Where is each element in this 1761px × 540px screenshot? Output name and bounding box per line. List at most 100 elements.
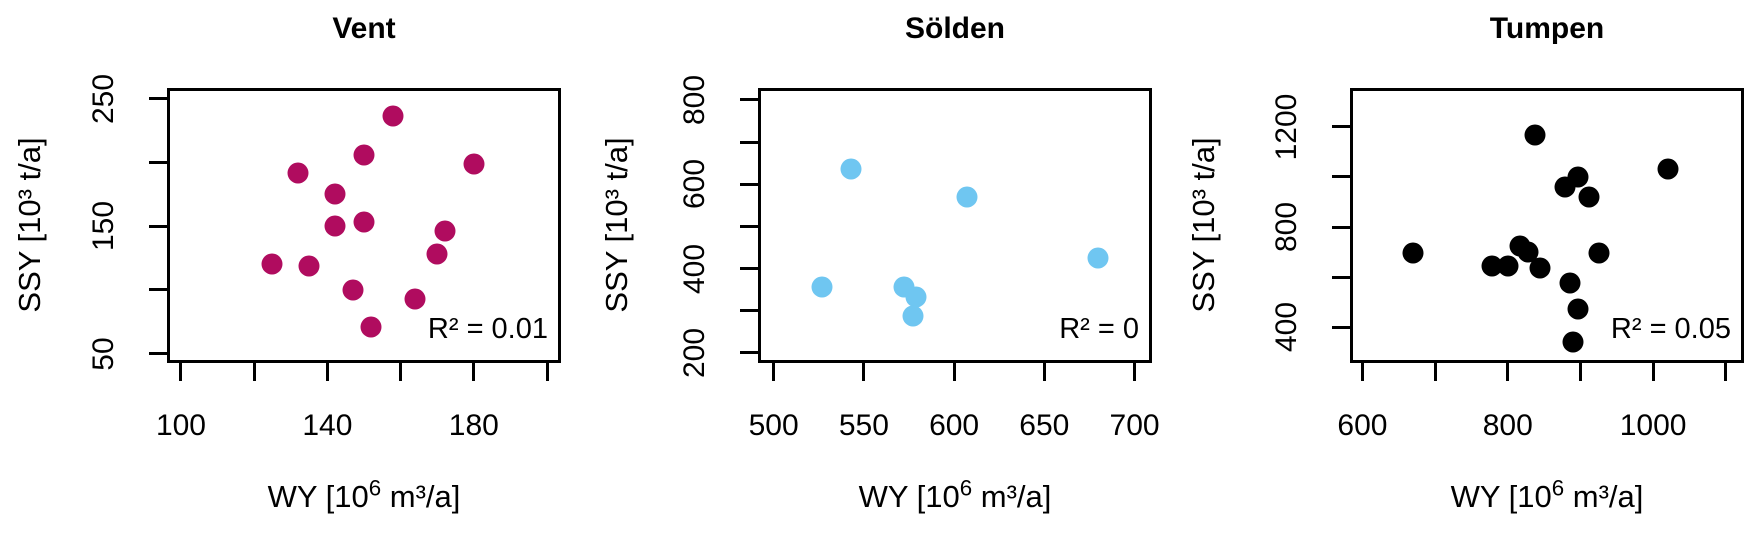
data-point — [811, 276, 833, 298]
data-point — [1524, 124, 1546, 146]
y-tick-label: 800 — [678, 74, 711, 125]
x-axis-label-text: m³/a] — [381, 479, 461, 514]
x-axis-label-text: WY [10 — [267, 479, 369, 514]
x-axis-label: WY [106 m³/a] — [1350, 475, 1744, 515]
data-point — [1588, 242, 1610, 264]
data-point — [1517, 241, 1539, 263]
data-point — [1657, 158, 1679, 180]
y-axis-label: SSY [10³ t/a] — [599, 137, 634, 313]
data-point — [1402, 242, 1424, 264]
x-axis-label-text: WY [10 — [1450, 479, 1552, 514]
data-point — [1559, 272, 1581, 294]
x-axis-label-text: m³/a] — [972, 479, 1052, 514]
x-tick-label: 800 — [1482, 409, 1533, 442]
data-point — [426, 243, 448, 265]
y-axis-tick — [1332, 325, 1350, 329]
y-axis-tick — [740, 309, 758, 313]
plot-area: R² = 0.05 600 800 1000 400 800 1200 — [1270, 88, 1744, 441]
panel-tumpen: Tumpen SSY [10³ t/a] R² = 0.05 600 800 100… — [1174, 0, 1761, 540]
data-point — [463, 153, 485, 175]
data-point — [434, 220, 456, 242]
data-point — [956, 186, 978, 208]
data-point — [382, 105, 404, 127]
y-tick-label: 400 — [678, 243, 711, 294]
y-tick-label: 150 — [87, 201, 120, 252]
x-axis-tick — [179, 363, 183, 381]
x-axis-tick — [399, 363, 403, 381]
y-axis-tick — [149, 224, 167, 228]
x-tick-label: 180 — [448, 409, 499, 442]
y-axis-tick — [740, 182, 758, 186]
data-point — [1562, 331, 1584, 353]
x-axis-label-superscript: 6 — [959, 475, 973, 501]
panel-title: Sölden — [904, 12, 1005, 45]
y-axis-tick — [1332, 125, 1350, 129]
y-axis-tick — [740, 224, 758, 228]
y-axis-tick — [740, 267, 758, 270]
plot-area: R² = 0 500 550 600 650 700 200 400 600 800 — [678, 75, 1160, 441]
x-tick-label: 600 — [1337, 409, 1388, 442]
x-axis-label-text: WY [10 — [858, 479, 960, 514]
data-point — [840, 158, 862, 180]
y-axis-tick — [149, 352, 167, 356]
panel-title: Vent — [332, 12, 396, 45]
y-tick-label: 250 — [87, 73, 120, 124]
data-point — [1529, 257, 1551, 279]
x-tick-label: 500 — [748, 409, 799, 442]
x-axis-tick — [1133, 363, 1137, 381]
x-axis-tick — [1360, 363, 1364, 381]
x-axis-label-superscript: 6 — [1551, 475, 1565, 501]
data-point — [1497, 255, 1519, 277]
data-point — [287, 162, 309, 184]
x-axis-label-superscript: 6 — [368, 475, 382, 501]
panel-soelden: Sölden SSY [10³ t/a] R² = 0 500 550 600 650… — [587, 0, 1174, 540]
data-point — [404, 288, 426, 310]
r-squared-annotation: R² = 0.01 — [427, 313, 548, 345]
r-squared-annotation: R² = 0 — [1059, 313, 1139, 345]
x-axis-tick — [252, 363, 256, 381]
y-axis-label: SSY [10³ t/a] — [1186, 137, 1221, 313]
x-axis-tick — [1506, 363, 1510, 381]
data-point — [1578, 186, 1600, 208]
x-tick-label: 1000 — [1619, 409, 1687, 442]
x-axis-tick — [1578, 363, 1582, 381]
data-point — [298, 255, 320, 277]
x-axis-tick — [545, 363, 549, 381]
data-point — [1567, 298, 1589, 320]
y-tick-label: 1200 — [1270, 93, 1303, 160]
panel-vent: Vent SSY [10³ t/a] R² = 0.01 100 140 180 50… — [0, 0, 587, 540]
plot-area: R² = 0.01 100 140 180 50 150 250 — [87, 74, 561, 441]
data-point — [1087, 247, 1109, 269]
data-point — [342, 279, 364, 301]
x-tick-label: 140 — [302, 409, 353, 442]
data-point — [353, 211, 375, 233]
y-tick-label: 800 — [1270, 201, 1303, 253]
y-axis-tick — [1332, 225, 1350, 229]
x-axis-label: WY [106 m³/a] — [758, 475, 1152, 515]
x-axis-label: WY [106 m³/a] — [167, 475, 561, 515]
x-axis-tick — [952, 363, 956, 381]
data-point — [261, 253, 283, 275]
x-axis-tick — [1042, 363, 1046, 381]
data-point — [324, 183, 346, 205]
x-axis-tick — [772, 363, 776, 381]
y-axis-tick — [740, 351, 758, 355]
data-point — [353, 144, 375, 166]
y-axis-tick — [149, 97, 167, 101]
y-tick-label: 400 — [1270, 302, 1303, 353]
x-axis-tick — [472, 363, 476, 381]
y-axis-tick — [740, 140, 758, 144]
x-axis-tick — [325, 363, 329, 381]
y-tick-label: 50 — [87, 336, 120, 371]
x-tick-label: 700 — [1109, 409, 1160, 442]
panel-title: Tumpen — [1489, 12, 1605, 45]
y-tick-label: 200 — [678, 327, 711, 378]
y-axis-tick — [149, 160, 167, 164]
y-tick-label: 600 — [678, 159, 711, 210]
x-axis-tick — [862, 363, 866, 381]
y-axis-tick — [740, 98, 758, 102]
data-point — [1481, 255, 1503, 277]
data-point — [902, 305, 924, 327]
x-tick-label: 600 — [929, 409, 980, 442]
